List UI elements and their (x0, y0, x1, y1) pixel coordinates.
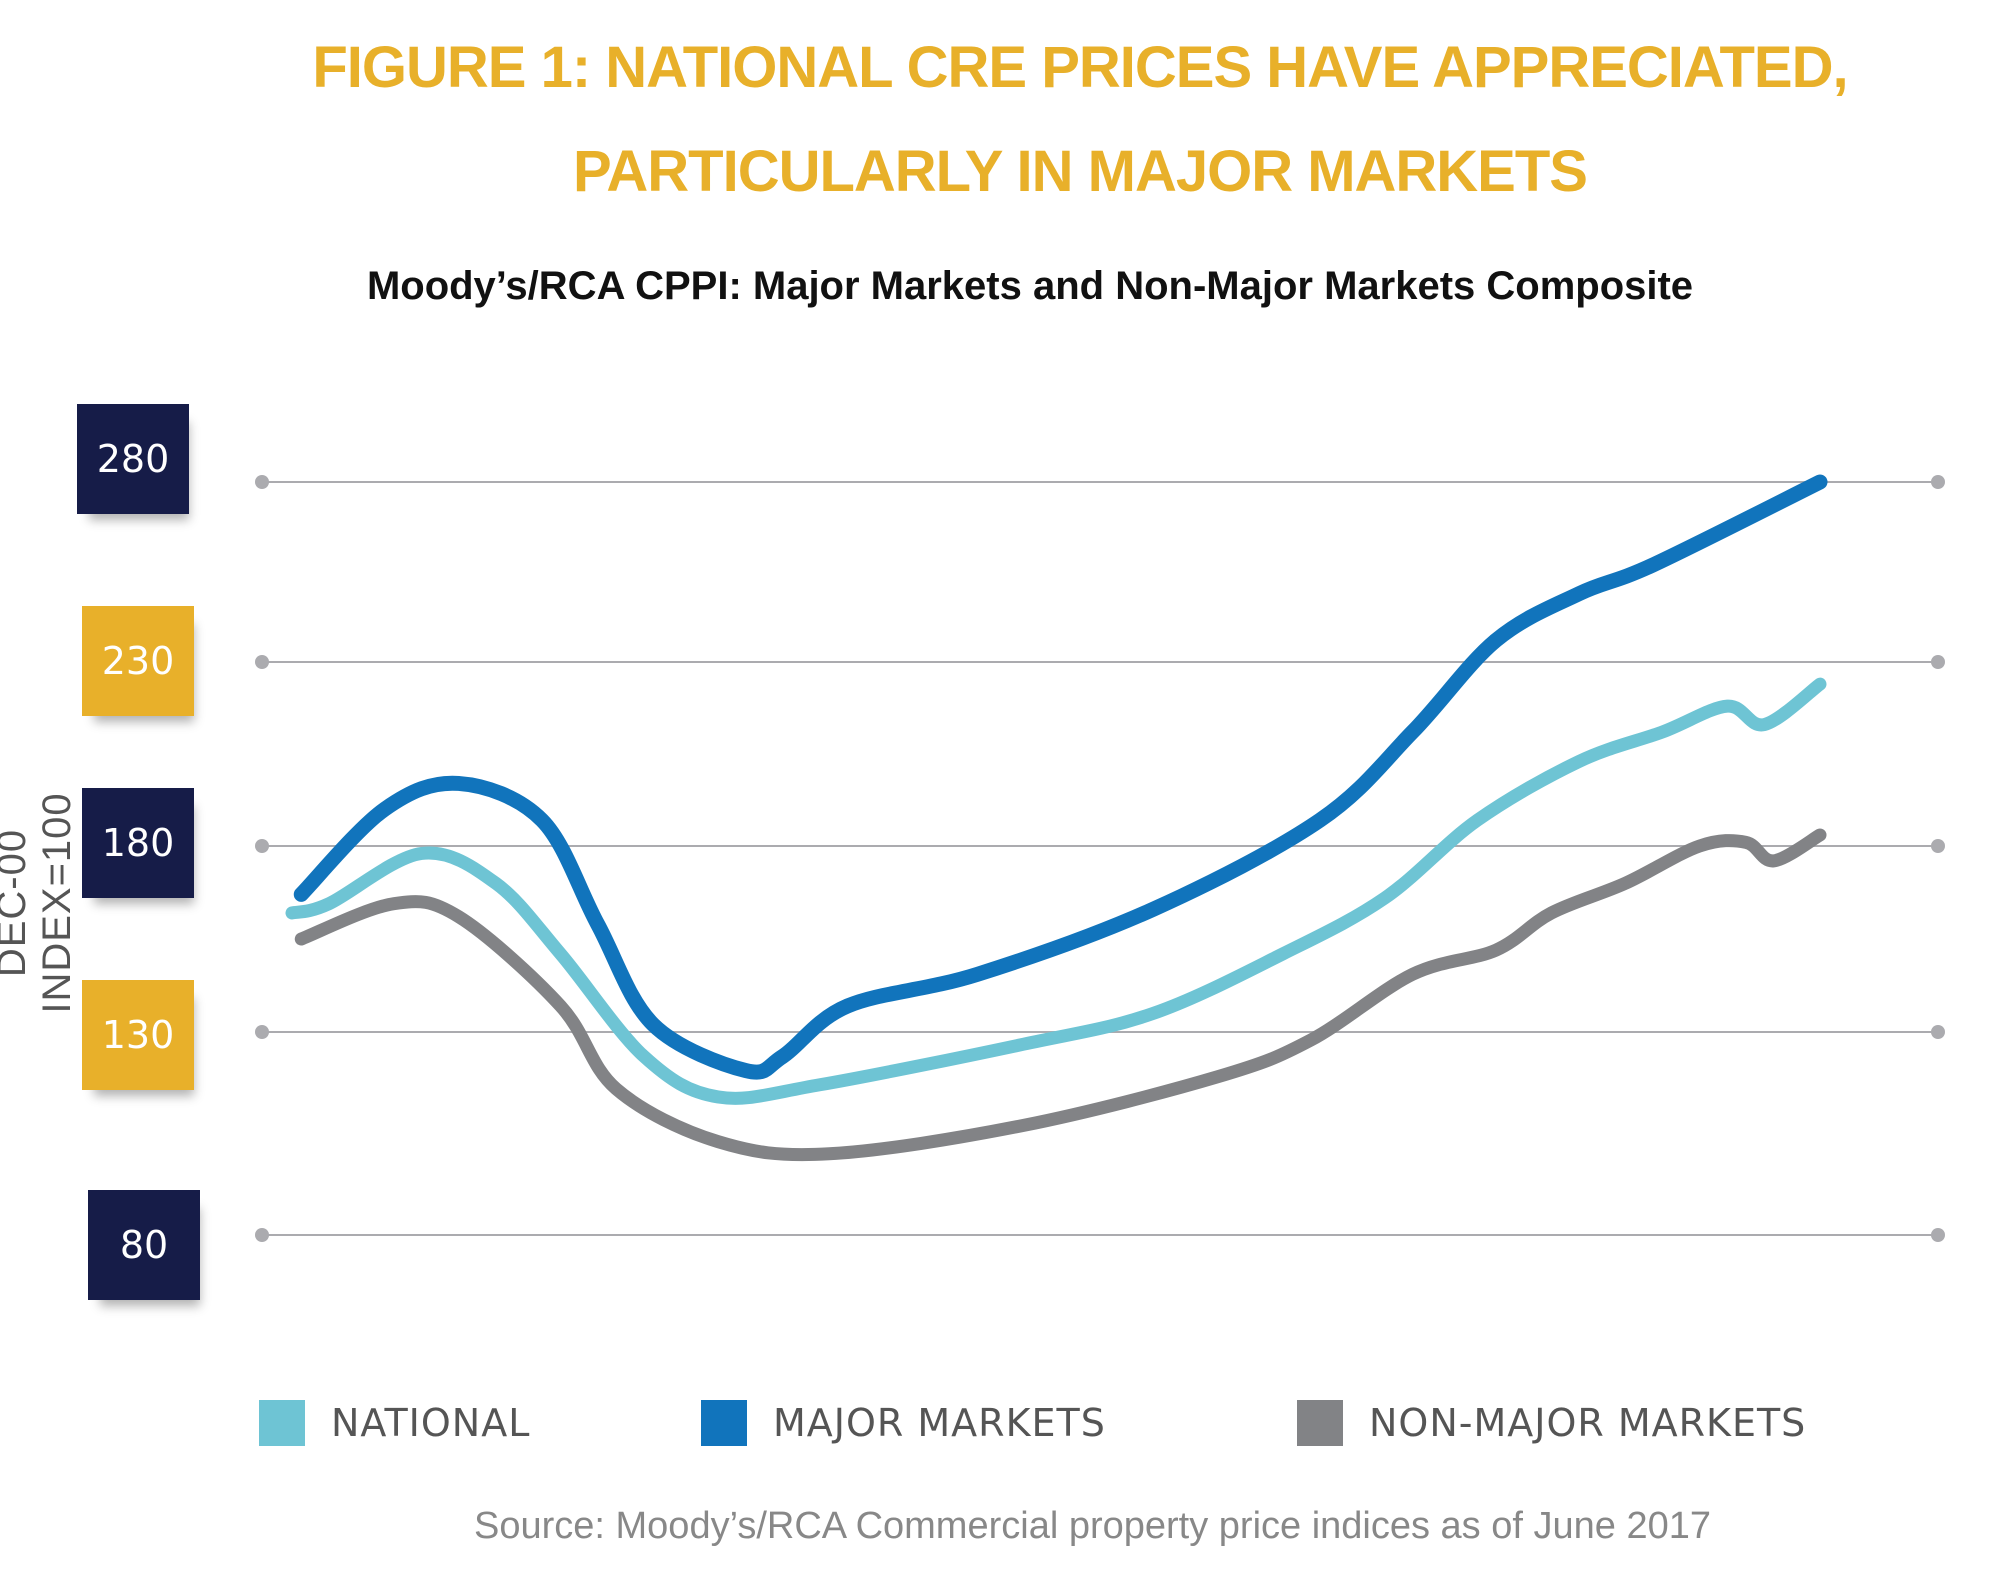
legend-label-national: NATIONAL (331, 1401, 531, 1445)
y-axis-label: DEC-00 INDEX=100 (0, 792, 79, 1014)
source-note: Source: Moody’s/RCA Commercial property … (474, 1505, 1711, 1547)
gridline-dot-left-130 (255, 1025, 269, 1039)
gridline-dot-left-80 (255, 1228, 269, 1242)
legend-item-nonmajor: NON-MAJOR MARKETS (1297, 1400, 1806, 1446)
chart-subtitle: Moody’s/RCA CPPI: Major Markets and Non-… (366, 264, 1694, 308)
gridline-dot-left-280 (255, 475, 269, 489)
legend-swatch-national (259, 1400, 305, 1446)
figure-title-line2: PARTICULARLY IN MAJOR MARKETS (573, 139, 1588, 204)
legend-label-nonmajor: NON-MAJOR MARKETS (1369, 1401, 1807, 1445)
y-tick-280: 280 (77, 404, 189, 514)
gridline-dot-left-180 (255, 839, 269, 853)
legend-label-major: MAJOR MARKETS (773, 1401, 1106, 1445)
series-line-major (293, 474, 1828, 1080)
gridline-dot-right-280 (1931, 475, 1945, 489)
y-tick-80: 80 (88, 1190, 200, 1300)
series-line-nonmajor (294, 828, 1827, 1162)
legend-swatch-major (701, 1400, 747, 1446)
y-tick-180: 180 (82, 788, 194, 898)
gridline-dot-left-230 (255, 655, 269, 669)
legend-swatch-nonmajor (1297, 1400, 1343, 1446)
figure-title-line1: FIGURE 1: NATIONAL CRE PRICES HAVE APPRE… (312, 35, 1848, 100)
y-tick-230: 230 (82, 606, 194, 716)
gridline-dot-right-180 (1931, 839, 1945, 853)
gridline-dot-right-230 (1931, 655, 1945, 669)
y-tick-130: 130 (82, 980, 194, 1090)
legend-item-national: NATIONAL (259, 1400, 530, 1446)
series-line-national (285, 677, 1827, 1105)
gridline-dot-right-80 (1931, 1228, 1945, 1242)
gridline-dot-right-130 (1931, 1025, 1945, 1039)
legend-item-major: MAJOR MARKETS (701, 1400, 1106, 1446)
